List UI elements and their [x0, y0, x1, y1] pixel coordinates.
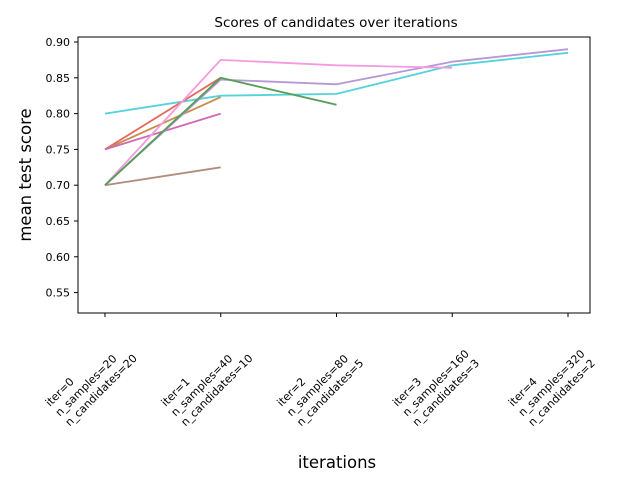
x-axis-label: iterations: [298, 453, 376, 472]
chart-title: Scores of candidates over iterations: [214, 15, 457, 31]
y-tick-label: 0.85: [46, 72, 71, 85]
y-tick-label: 0.65: [46, 215, 71, 228]
y-tick-label: 0.90: [46, 36, 71, 49]
x-tick-label: iter=4n_samples=320n_candidates=2: [506, 337, 598, 429]
x-tick-label: iter=1n_samples=40n_candidates=10: [159, 332, 256, 429]
y-tick-label: 0.60: [46, 251, 71, 264]
x-tick-label: iter=3n_samples=160n_candidates=3: [390, 337, 482, 429]
series-line-candidate-green: [104, 76, 337, 186]
y-tick-label: 0.70: [46, 179, 71, 192]
plot-border: [77, 36, 591, 314]
series-line-candidate-brown: [104, 166, 221, 187]
y-tick-label: 0.75: [46, 143, 71, 156]
y-tick-label: 0.80: [46, 108, 71, 121]
y-axis-label: mean test score: [16, 108, 35, 241]
x-tick-label: iter=2n_samples=80n_candidates=5: [274, 337, 366, 429]
x-tick-label: iter=0n_samples=20n_candidates=20: [43, 332, 140, 429]
series-layer: [104, 48, 569, 187]
series-line-candidate-pink: [104, 59, 453, 186]
series-line-candidate-red: [104, 77, 222, 151]
y-tick-label: 0.55: [46, 287, 71, 300]
